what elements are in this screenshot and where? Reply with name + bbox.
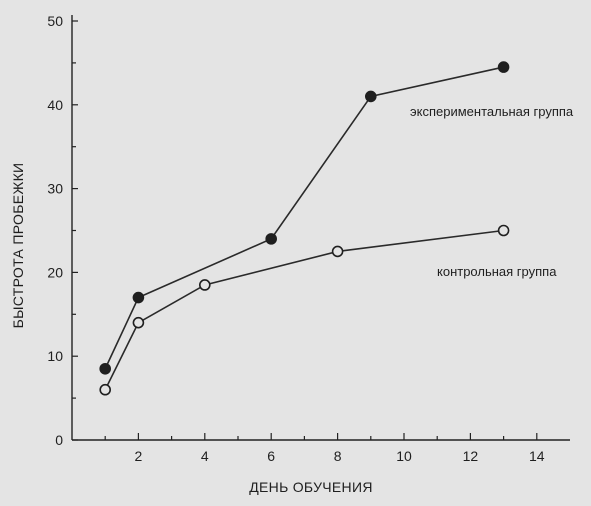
series-layer	[99, 61, 510, 396]
axes: 0 10 20 30 40 50 2 4 6 8 10 12 14	[47, 13, 570, 464]
series-experimental	[99, 61, 510, 375]
data-point	[199, 279, 211, 291]
series-control	[99, 224, 510, 396]
x-axis-label: ДЕНЬ ОБУЧЕНИЯ	[249, 479, 373, 495]
x-tick-label: 14	[529, 448, 545, 464]
data-point	[99, 362, 111, 375]
series-label-control: контрольная группа	[437, 264, 557, 279]
y-tick-label: 10	[47, 348, 63, 364]
y-tick-label: 20	[47, 264, 63, 280]
x-tick-label: 2	[135, 448, 143, 464]
data-point	[497, 224, 510, 237]
y-axis-label: БЫСТРОТА ПРОБЕЖКИ	[10, 163, 26, 329]
x-tick-label: 4	[201, 448, 209, 464]
series-label-experimental: экспериментальная группа	[410, 104, 574, 119]
x-tick-label: 6	[267, 448, 275, 464]
data-point	[132, 316, 145, 329]
y-tick-label: 0	[55, 432, 63, 448]
data-point	[99, 383, 111, 396]
y-tick-label: 30	[47, 181, 63, 197]
y-tick-label: 50	[47, 13, 63, 29]
data-point	[265, 233, 278, 245]
data-point	[331, 245, 344, 258]
data-point	[364, 90, 377, 103]
x-tick-label: 12	[463, 448, 479, 464]
data-point	[132, 291, 145, 304]
data-point	[497, 61, 510, 73]
y-tick-label: 40	[47, 97, 63, 113]
x-tick-label: 10	[396, 448, 412, 464]
x-tick-label: 8	[334, 448, 342, 464]
